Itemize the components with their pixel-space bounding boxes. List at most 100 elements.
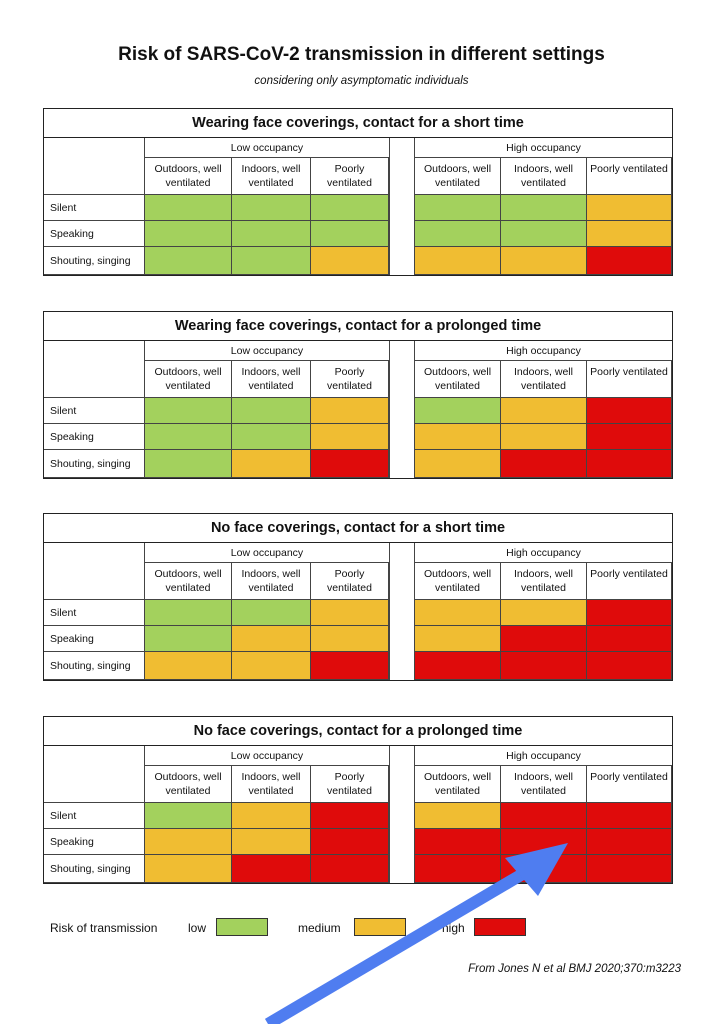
source-citation: From Jones N et al BMJ 2020;370:m3223 (468, 963, 681, 975)
table-title: Wearing face coverings, contact for a pr… (44, 312, 672, 341)
legend-swatch-high (474, 918, 526, 936)
risk-cell-medium (311, 424, 389, 450)
risk-cell-medium (311, 398, 389, 424)
group-separator (389, 543, 415, 680)
row-label: Silent (44, 803, 145, 829)
annotation-arrow-head (505, 843, 568, 896)
risk-cell-high (501, 803, 587, 829)
risk-cell-medium (311, 600, 389, 626)
risk-cell-medium (501, 600, 587, 626)
risk-cell-medium (415, 247, 501, 275)
corner-cell (44, 341, 145, 398)
risk-cell-low (232, 398, 311, 424)
column-header: Poorly ventilated (587, 766, 672, 803)
risk-cell-low (232, 195, 311, 221)
risk-cell-low (415, 195, 501, 221)
risk-cell-high (587, 829, 672, 855)
risk-cell-low (145, 424, 232, 450)
risk-cell-medium (415, 626, 501, 652)
risk-cell-high (311, 855, 389, 883)
risk-table-4: No face coverings, contact for a prolong… (43, 716, 673, 884)
column-header: Indoors, well ventilated (501, 563, 587, 600)
risk-cell-medium (415, 424, 501, 450)
table-title: Wearing face coverings, contact for a sh… (44, 109, 672, 138)
column-header: Outdoors, well ventilated (145, 563, 232, 600)
column-header: Poorly ventilated (587, 361, 672, 398)
risk-cell-medium (501, 424, 587, 450)
risk-cell-high (587, 247, 672, 275)
risk-cell-low (145, 450, 232, 478)
legend-label-medium: medium (298, 921, 341, 935)
risk-cell-low (415, 398, 501, 424)
risk-cell-high (311, 803, 389, 829)
table-title: No face coverings, contact for a short t… (44, 514, 672, 543)
risk-cell-medium (501, 247, 587, 275)
column-header: Indoors, well ventilated (501, 361, 587, 398)
column-header: Poorly ventilated (311, 766, 389, 803)
risk-cell-high (587, 855, 672, 883)
column-header: Outdoors, well ventilated (145, 766, 232, 803)
row-label: Speaking (44, 424, 145, 450)
risk-cell-low (145, 247, 232, 275)
risk-cell-medium (501, 398, 587, 424)
column-header: Indoors, well ventilated (501, 158, 587, 195)
legend-label-low: low (188, 921, 207, 935)
risk-table-1: Wearing face coverings, contact for a sh… (43, 108, 673, 276)
group-header-high-occupancy: High occupancy (415, 746, 672, 766)
column-header: Outdoors, well ventilated (145, 158, 232, 195)
risk-cell-low (501, 195, 587, 221)
risk-cell-high (587, 803, 672, 829)
row-label: Silent (44, 600, 145, 626)
column-header: Indoors, well ventilated (232, 158, 311, 195)
chart-title: Risk of SARS-CoV-2 transmission in diffe… (118, 44, 605, 65)
column-header: Poorly ventilated (587, 158, 672, 195)
risk-cell-high (232, 855, 311, 883)
column-header: Outdoors, well ventilated (415, 158, 501, 195)
column-header: Outdoors, well ventilated (415, 563, 501, 600)
risk-cell-medium (415, 450, 501, 478)
group-separator (389, 138, 415, 275)
risk-cell-high (501, 450, 587, 478)
corner-cell (44, 138, 145, 195)
group-header-low-occupancy: Low occupancy (145, 746, 389, 766)
group-separator (389, 746, 415, 883)
column-header: Outdoors, well ventilated (415, 766, 501, 803)
group-header-high-occupancy: High occupancy (415, 543, 672, 563)
table-title: No face coverings, contact for a prolong… (44, 717, 672, 746)
row-label: Speaking (44, 626, 145, 652)
column-header: Indoors, well ventilated (501, 766, 587, 803)
chart-subtitle: considering only asymptomatic individual… (254, 75, 469, 87)
risk-cell-low (415, 221, 501, 247)
risk-cell-low (145, 803, 232, 829)
risk-cell-medium (145, 855, 232, 883)
risk-cell-medium (232, 652, 311, 680)
risk-cell-medium (232, 829, 311, 855)
column-header: Poorly ventilated (311, 563, 389, 600)
risk-cell-high (501, 652, 587, 680)
risk-cell-low (145, 195, 232, 221)
row-label: Shouting, singing (44, 450, 145, 478)
risk-cell-low (232, 247, 311, 275)
legend-swatch-medium (354, 918, 406, 936)
risk-cell-medium (145, 829, 232, 855)
row-label: Shouting, singing (44, 247, 145, 275)
risk-cell-high (415, 829, 501, 855)
risk-cell-low (145, 221, 232, 247)
risk-cell-high (587, 398, 672, 424)
row-label: Silent (44, 398, 145, 424)
risk-cell-high (587, 600, 672, 626)
column-header: Indoors, well ventilated (232, 361, 311, 398)
group-header-low-occupancy: Low occupancy (145, 543, 389, 563)
column-header: Poorly ventilated (311, 361, 389, 398)
risk-cell-high (415, 652, 501, 680)
risk-cell-low (145, 626, 232, 652)
risk-cell-low (311, 221, 389, 247)
risk-cell-low (501, 221, 587, 247)
risk-cell-medium (232, 450, 311, 478)
risk-cell-high (311, 829, 389, 855)
row-label: Silent (44, 195, 145, 221)
row-label: Shouting, singing (44, 855, 145, 883)
risk-cell-medium (311, 626, 389, 652)
risk-cell-medium (145, 652, 232, 680)
